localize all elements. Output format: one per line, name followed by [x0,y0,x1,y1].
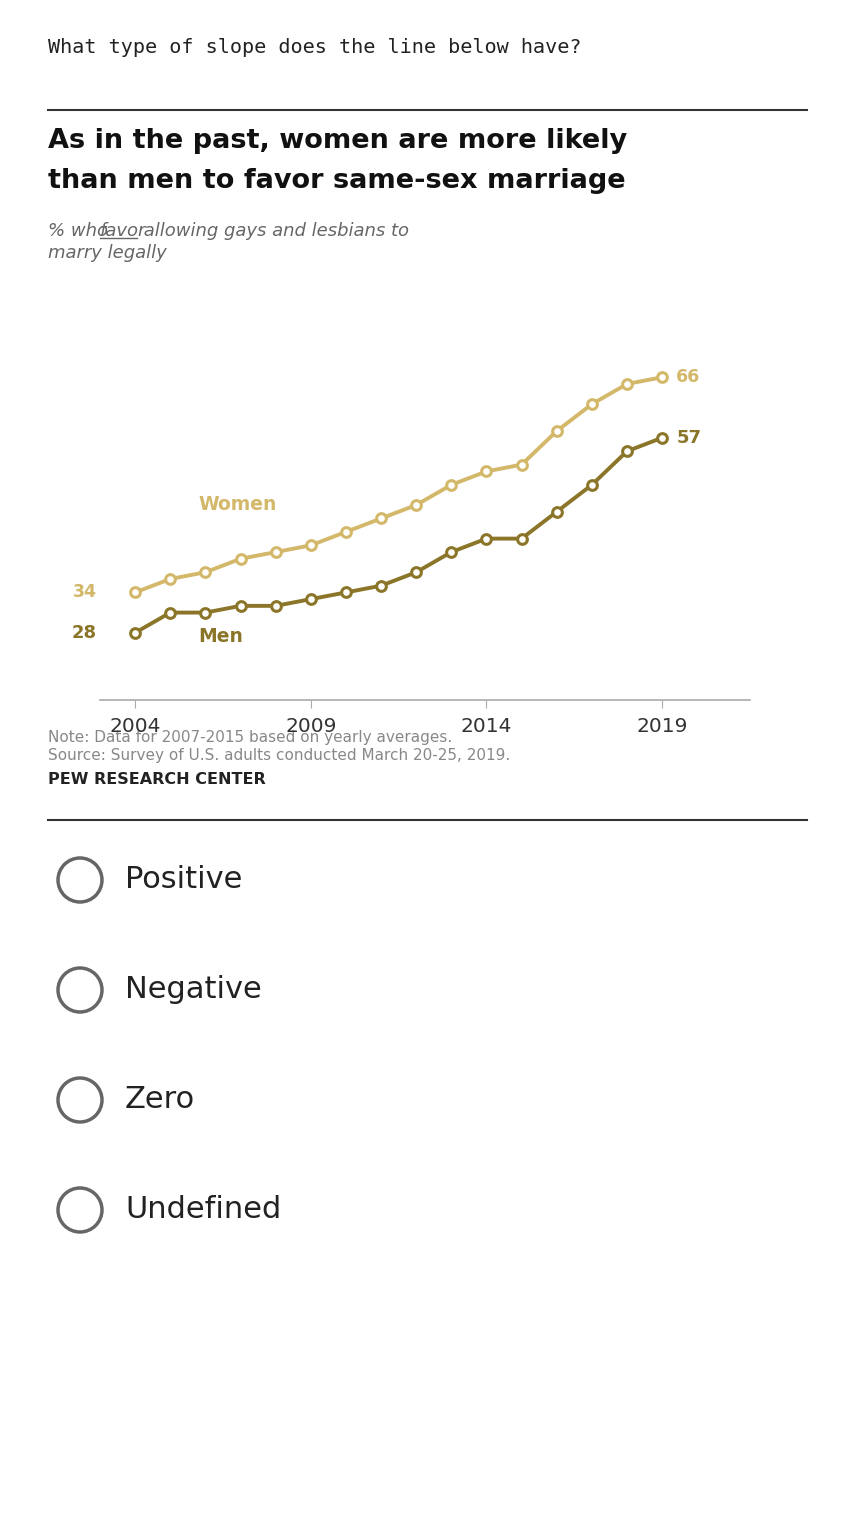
Text: than men to favor same-sex marriage: than men to favor same-sex marriage [48,167,626,195]
Text: Source: Survey of U.S. adults conducted March 20-25, 2019.: Source: Survey of U.S. adults conducted … [48,748,510,764]
Text: % who: % who [48,222,114,240]
Text: Men: Men [198,627,244,645]
Text: Undefined: Undefined [125,1196,281,1224]
Text: marry legally: marry legally [48,243,167,262]
Text: Note: Data for 2007-2015 based on yearly averages.: Note: Data for 2007-2015 based on yearly… [48,730,452,745]
Text: Negative: Negative [125,975,262,1004]
Text: Zero: Zero [125,1086,195,1115]
Text: 57: 57 [676,429,701,447]
Text: 28: 28 [71,624,97,642]
Text: allowing gays and lesbians to: allowing gays and lesbians to [138,222,409,240]
Text: Positive: Positive [125,865,242,894]
Text: What type of slope does the line below have?: What type of slope does the line below h… [48,38,581,56]
Text: favor: favor [100,222,146,240]
Text: Women: Women [198,496,277,514]
Text: 66: 66 [676,368,700,386]
Text: As in the past, women are more likely: As in the past, women are more likely [48,128,627,154]
Text: PEW RESEARCH CENTER: PEW RESEARCH CENTER [48,773,266,786]
Text: 34: 34 [73,584,97,601]
